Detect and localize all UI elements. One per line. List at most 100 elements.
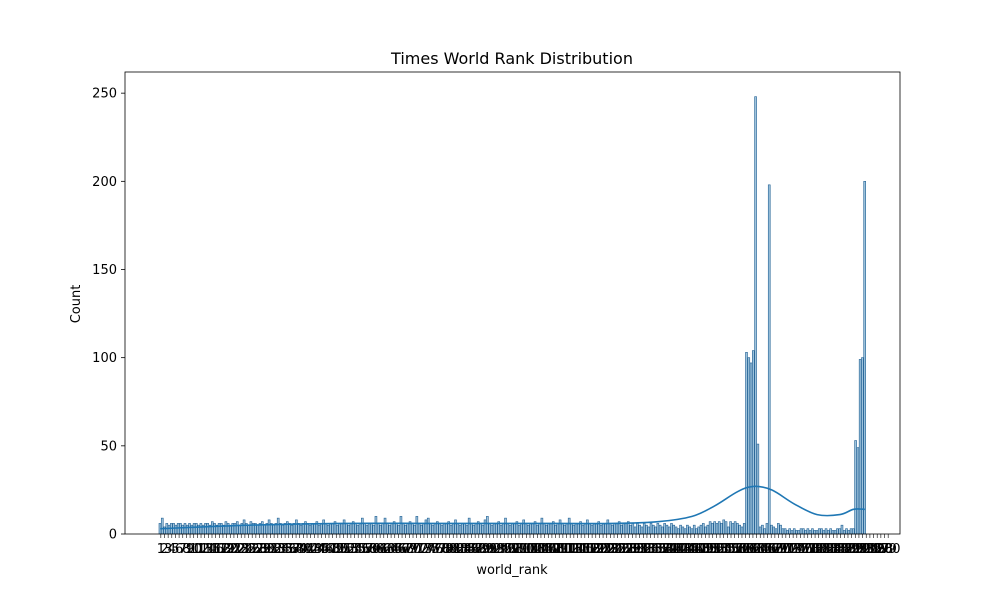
- bar: [695, 528, 698, 535]
- bar: [308, 524, 312, 535]
- bar: [811, 528, 814, 535]
- x-tick-label: 11: [189, 542, 206, 557]
- bar: [824, 528, 828, 535]
- x-tick-label: 44: [310, 542, 327, 557]
- bar: [249, 521, 253, 535]
- kde-line: [160, 485, 865, 530]
- bar: [431, 524, 435, 535]
- x-tick-layer: 1234567891011121314151617181920212223242…: [157, 534, 901, 557]
- bar: [847, 530, 851, 535]
- x-tick-label: 18: [215, 542, 232, 557]
- x-tick-label: 133: [631, 542, 656, 557]
- x-tick-label: 91: [482, 542, 499, 557]
- bar: [649, 523, 653, 535]
- bar: [174, 524, 178, 535]
- bar: [481, 524, 485, 535]
- bars-layer: [158, 96, 866, 535]
- x-tick-label: 29: [255, 542, 272, 557]
- x-tick-label: 49: [328, 542, 345, 557]
- bar: [220, 523, 223, 535]
- bar: [706, 524, 710, 535]
- bar: [347, 524, 350, 535]
- bar: [301, 523, 305, 535]
- bar: [281, 524, 285, 535]
- x-tick-label: 142: [664, 542, 689, 557]
- x-tick-label: 8: [182, 542, 190, 557]
- x-tick-label: 74: [419, 542, 436, 557]
- plot-frame: [124, 71, 901, 535]
- x-tick-label: 36: [280, 542, 297, 557]
- x-tick-label: 178: [795, 542, 820, 557]
- bar: [226, 523, 230, 535]
- x-tick-label: 152: [700, 542, 725, 557]
- bar: [783, 528, 787, 535]
- bar: [426, 517, 430, 535]
- bar: [206, 523, 210, 535]
- bar: [456, 523, 460, 535]
- x-tick-label: 149: [689, 542, 714, 557]
- bar: [365, 524, 369, 535]
- x-tick-label: 73: [416, 542, 433, 557]
- x-tick-label: 197: [865, 542, 890, 557]
- bar: [429, 523, 432, 535]
- x-tick-label: 181: [806, 542, 831, 557]
- x-tick-label: 130: [620, 542, 645, 557]
- x-tick-label: 96: [500, 542, 517, 557]
- bar: [733, 521, 737, 535]
- x-tick-label: 33: [270, 542, 287, 557]
- bar: [467, 517, 471, 535]
- bar: [449, 524, 453, 535]
- x-tick-label: 164: [744, 542, 769, 557]
- bar: [276, 517, 280, 535]
- x-tick-label: 118: [576, 542, 601, 557]
- bar: [531, 523, 535, 535]
- bar: [620, 524, 623, 535]
- bar: [624, 523, 628, 535]
- bar: [658, 524, 662, 535]
- bar: [820, 528, 823, 535]
- bar: [247, 524, 250, 535]
- bar: [740, 526, 744, 535]
- x-tick-label: 184: [817, 542, 842, 557]
- bar: [420, 524, 423, 535]
- bar: [363, 523, 366, 535]
- x-tick-label: 141: [660, 542, 685, 557]
- bar: [554, 524, 557, 535]
- bar: [645, 524, 648, 535]
- x-tick-label: 35: [277, 542, 294, 557]
- bar: [167, 524, 171, 535]
- x-tick-label: 156: [715, 542, 740, 557]
- bar: [288, 523, 291, 535]
- bar: [190, 524, 194, 535]
- x-tick-label: 174: [781, 542, 806, 557]
- x-tick-label: 9: [186, 542, 194, 557]
- bar: [731, 523, 735, 535]
- bar: [633, 526, 637, 535]
- x-tick-label: 66: [390, 542, 407, 557]
- bar: [565, 523, 569, 535]
- x-tick-label: 71: [408, 542, 425, 557]
- x-tick-label: 21: [226, 542, 243, 557]
- bar: [656, 523, 660, 535]
- x-tick-label: 111: [550, 542, 575, 557]
- bar: [483, 519, 487, 535]
- bar: [777, 523, 780, 535]
- bar: [356, 524, 360, 535]
- bar: [401, 523, 405, 535]
- bar: [388, 524, 391, 535]
- bar: [329, 523, 332, 535]
- bar: [758, 526, 762, 535]
- bar: [652, 524, 655, 535]
- x-tick-label: 190: [839, 542, 864, 557]
- bar: [422, 523, 425, 535]
- bar: [672, 524, 676, 535]
- x-tick-label: 6: [175, 542, 183, 557]
- x-tick-label: 53: [343, 542, 360, 557]
- x-tick-label: 109: [543, 542, 568, 557]
- x-tick-label: 125: [602, 542, 627, 557]
- bar: [722, 519, 726, 535]
- x-tick-label: 15: [204, 542, 221, 557]
- bar: [792, 528, 796, 535]
- bar: [692, 524, 696, 535]
